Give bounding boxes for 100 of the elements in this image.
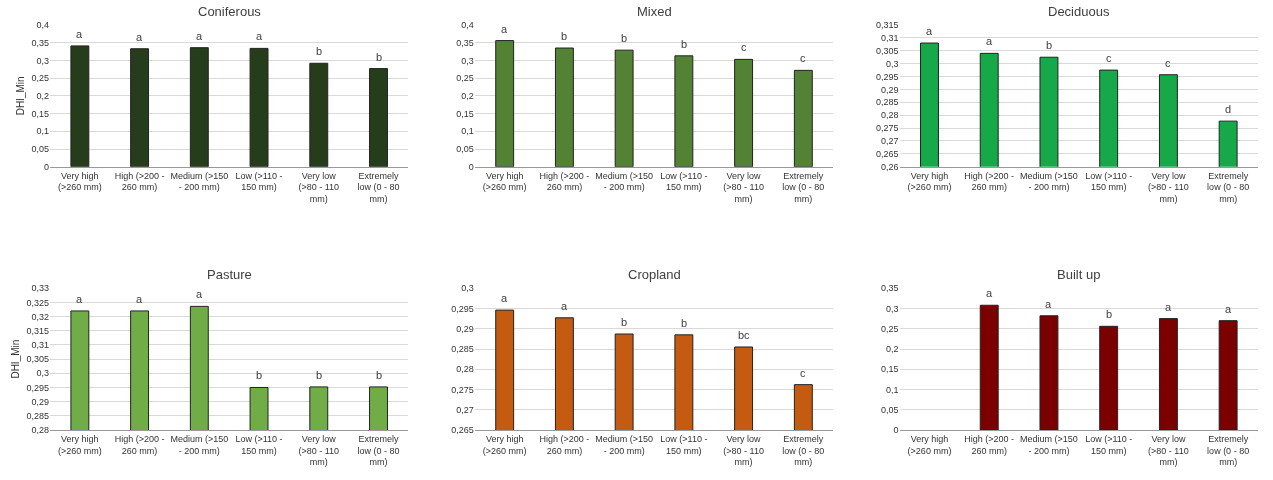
x-tick-label: Very low (>80 - 110 mm): [1148, 170, 1189, 204]
y-tick-label: 0,1: [461, 126, 474, 137]
x-tick-label: Very high (>260 mm): [907, 433, 952, 456]
y-tick-label: 0,15: [881, 364, 899, 375]
y-tick-label: 0,31: [31, 340, 49, 351]
y-tick-label: 0,29: [31, 396, 49, 407]
annotation: a: [136, 31, 143, 43]
x-tick-label: Extremely low (0 - 80 mm): [1207, 433, 1250, 468]
annotation: b: [376, 369, 383, 381]
bar: [1158, 318, 1178, 430]
annotation: b: [621, 32, 628, 44]
y-tick-label: 0,4: [461, 20, 474, 31]
annotation: a: [926, 25, 933, 37]
bar: [614, 49, 634, 167]
annotation: a: [1225, 303, 1232, 315]
y-tick-label: 0,3: [36, 55, 49, 66]
bar: [1039, 315, 1059, 430]
annotation: b: [316, 45, 323, 57]
y-tick-label: 0,295: [451, 303, 474, 314]
x-tick-label: Very high (>260 mm): [907, 170, 952, 193]
annotation: a: [76, 293, 83, 305]
y-tick-label: 0,265: [876, 149, 899, 160]
y-tick-label: 0,35: [456, 37, 474, 48]
x-tick-label: Very high (>260 mm): [57, 170, 102, 193]
chart-title: Built up: [1057, 267, 1101, 282]
x-tick-label: Very high (>260 mm): [57, 433, 102, 456]
y-tick-label: 0,05: [456, 144, 474, 155]
y-tick-label: 0,3: [461, 283, 474, 294]
x-tick-label: Medium (>150 - 200 mm): [170, 170, 229, 193]
y-tick-label: 0: [43, 161, 49, 172]
y-tick-label: 0,32: [31, 311, 49, 322]
y-tick-label: 0,25: [31, 73, 49, 84]
x-tick-label: Extremely low (0 - 80 mm): [782, 433, 825, 468]
x-tick-label: High (>200 - 260 mm): [964, 170, 1015, 193]
bar: [309, 62, 329, 167]
x-tick-label: Very low (>80 - 110 mm): [723, 170, 764, 204]
y-tick-label: 0,295: [26, 382, 49, 393]
y-tick-label: 0,3: [461, 55, 474, 66]
y-tick-label: 0,285: [451, 344, 474, 355]
annotation: b: [561, 30, 568, 42]
bar: [189, 47, 209, 167]
annotation: a: [561, 300, 568, 312]
x-tick-label: Very low (>80 - 110 mm): [1148, 433, 1189, 468]
y-tick-label: 0,25: [456, 73, 474, 84]
annotation: b: [256, 369, 263, 381]
y-tick-label: 0,1: [886, 384, 899, 395]
y-tick-label: 0,25: [881, 323, 899, 334]
x-tick-label: Medium (>150 - 200 mm): [595, 170, 654, 193]
y-tick-label: 0,27: [456, 404, 474, 415]
x-tick-label: Very low (>80 - 110 mm): [723, 433, 764, 468]
y-tick-label: 0,05: [31, 144, 49, 155]
y-tick-label: 0,28: [31, 425, 49, 436]
x-tick-label: Extremely low (0 - 80 mm): [357, 170, 400, 204]
y-axis-title: DHI_Min: [10, 339, 22, 379]
x-tick-label: Very high (>260 mm): [482, 170, 527, 193]
x-tick-label: High (>200 - 260 mm): [114, 170, 165, 193]
annotation: c: [1106, 52, 1112, 64]
x-tick-label: Low (>110 - 150 mm): [1085, 433, 1133, 456]
x-tick-label: Very high (>260 mm): [482, 433, 527, 456]
annotation: a: [986, 35, 993, 47]
annotation: d: [1225, 103, 1232, 115]
y-tick-label: 0,315: [876, 20, 899, 31]
x-tick-label: Medium (>150 - 200 mm): [595, 433, 654, 456]
annotation: a: [986, 287, 993, 299]
annotation: bc: [738, 329, 751, 341]
y-tick-label: 0,29: [881, 84, 899, 95]
annotation: c: [741, 41, 747, 53]
x-tick-label: Medium (>150 - 200 mm): [1020, 170, 1078, 193]
y-axis-title: DHI_Min: [15, 76, 27, 116]
annotation: b: [681, 317, 688, 329]
annotation: a: [136, 293, 143, 305]
bar: [1218, 320, 1238, 430]
x-tick-label: Medium (>150 - 200 mm): [170, 433, 229, 456]
y-tick-label: 0,35: [31, 37, 49, 48]
bar: [495, 40, 515, 167]
annotation: b: [1046, 39, 1053, 51]
x-tick-label: Medium (>150 - 200 mm): [1020, 433, 1078, 456]
chart-title: Mixed: [637, 4, 672, 19]
bar: [554, 47, 574, 167]
y-tick-label: 0,26: [881, 161, 899, 172]
x-tick-label: High (>200 - 260 mm): [539, 170, 590, 193]
annotation: a: [256, 30, 263, 42]
y-tick-label: 0,3: [886, 303, 899, 314]
y-tick-label: 0,15: [31, 108, 49, 119]
annotation: b: [621, 316, 628, 328]
annotation: b: [1106, 308, 1113, 320]
y-tick-label: 0,29: [456, 323, 474, 334]
x-tick-label: Very low (>80 - 110 mm): [298, 170, 340, 204]
chart-title: Cropland: [628, 267, 681, 282]
y-tick-label: 0,285: [26, 410, 49, 421]
x-tick-label: Low (>110 - 150 mm): [660, 170, 708, 193]
y-tick-label: 0,315: [26, 325, 49, 336]
x-tick-label: High (>200 - 260 mm): [539, 433, 590, 456]
x-tick-label: High (>200 - 260 mm): [964, 433, 1015, 456]
bar: [70, 45, 90, 167]
x-tick-label: Extremely low (0 - 80 mm): [357, 433, 400, 468]
annotation: b: [316, 369, 323, 381]
y-tick-label: 0,27: [881, 136, 899, 147]
y-tick-label: 0,275: [876, 123, 899, 134]
bar: [793, 69, 813, 167]
